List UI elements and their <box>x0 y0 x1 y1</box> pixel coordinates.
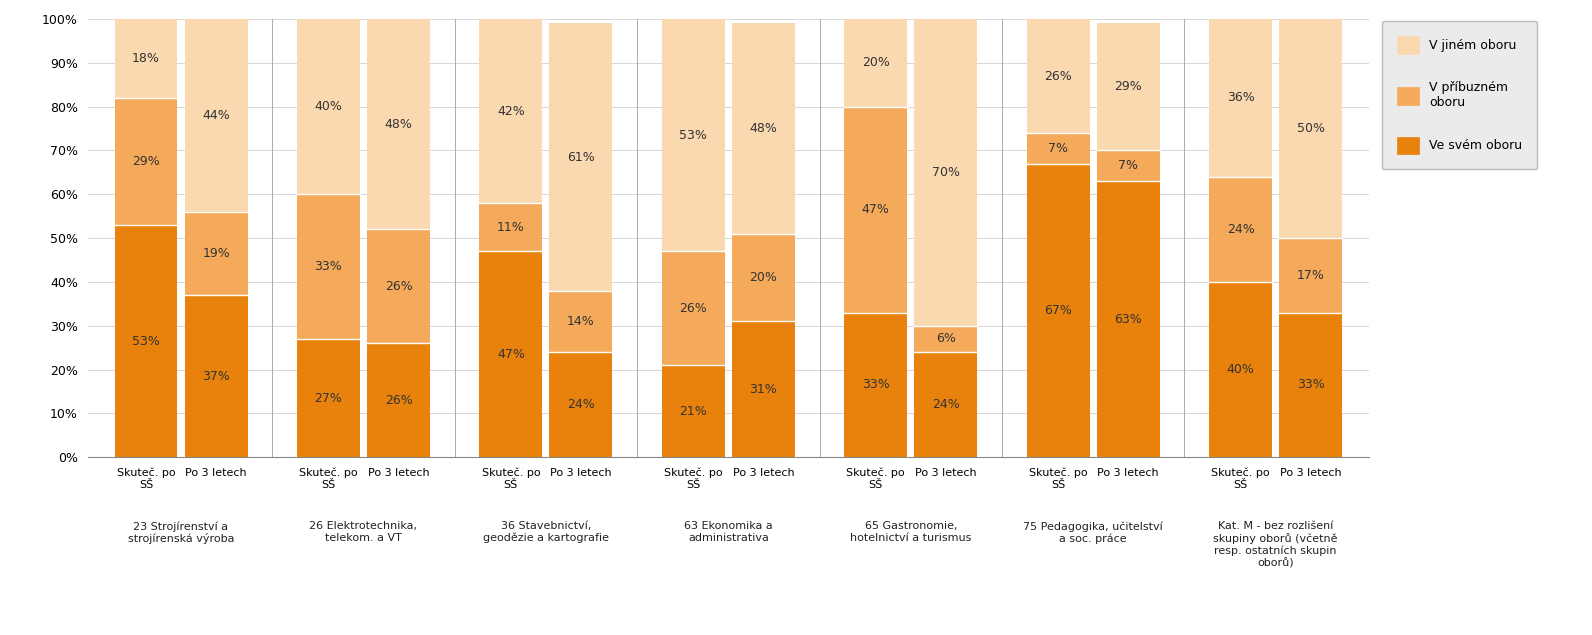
Text: 67%: 67% <box>1044 304 1071 317</box>
Bar <box>732 23 794 234</box>
Text: 37%: 37% <box>202 370 229 383</box>
Text: 18%: 18% <box>132 52 159 65</box>
Bar <box>1027 19 1089 133</box>
Text: 24%: 24% <box>1227 223 1254 236</box>
Text: 42%: 42% <box>497 105 525 117</box>
Text: 29%: 29% <box>132 155 159 168</box>
Text: 7%: 7% <box>1048 142 1068 155</box>
Text: 70%: 70% <box>931 166 960 179</box>
Bar <box>479 251 543 457</box>
Text: Kat. M - bez rozlišení
skupiny oborů (včetně
resp. ostatních skupin
oborů): Kat. M - bez rozlišení skupiny oborů (vč… <box>1213 521 1337 568</box>
Bar <box>185 212 247 295</box>
Text: 47%: 47% <box>861 203 890 216</box>
Text: 26%: 26% <box>680 302 707 315</box>
Bar <box>549 291 613 352</box>
Text: 20%: 20% <box>750 271 777 284</box>
Bar <box>914 352 977 457</box>
Text: 26%: 26% <box>1044 69 1071 83</box>
Bar <box>1097 23 1159 150</box>
Legend: V jiném oboru, V příbuzném
oboru, Ve svém oboru: V jiném oboru, V příbuzném oboru, Ve své… <box>1382 21 1538 170</box>
Text: 19%: 19% <box>202 247 229 260</box>
Bar <box>298 194 360 339</box>
Bar <box>662 365 724 457</box>
Bar <box>298 339 360 457</box>
Text: 6%: 6% <box>936 332 955 345</box>
Bar <box>479 19 543 203</box>
Text: 7%: 7% <box>1118 159 1138 172</box>
Text: 26 Elektrotechnika,
telekom. a VT: 26 Elektrotechnika, telekom. a VT <box>309 521 417 543</box>
Bar <box>298 19 360 194</box>
Bar <box>1097 181 1159 457</box>
Text: 26%: 26% <box>385 394 412 407</box>
Bar <box>732 321 794 457</box>
Text: 36%: 36% <box>1227 91 1254 104</box>
Bar <box>1210 177 1272 282</box>
Bar <box>1280 19 1342 238</box>
Text: 61%: 61% <box>567 150 595 164</box>
Bar <box>115 98 177 225</box>
Bar <box>844 107 907 312</box>
Bar <box>115 19 177 98</box>
Text: 23 Strojírenství a
strojírenská výroba: 23 Strojírenství a strojírenská výroba <box>127 521 234 544</box>
Bar <box>368 19 430 229</box>
Bar <box>662 19 724 251</box>
Text: 50%: 50% <box>1297 122 1325 135</box>
Bar <box>1097 150 1159 181</box>
Text: 75 Pedagogika, učitelství
a soc. práce: 75 Pedagogika, učitelství a soc. práce <box>1024 521 1164 544</box>
Text: 63%: 63% <box>1114 312 1141 326</box>
Bar <box>1280 312 1342 457</box>
Bar <box>844 19 907 107</box>
Text: 40%: 40% <box>1227 363 1254 376</box>
Text: 33%: 33% <box>315 260 342 273</box>
Text: 20%: 20% <box>861 57 890 69</box>
Text: 29%: 29% <box>1114 81 1141 93</box>
Bar <box>185 295 247 457</box>
Text: 17%: 17% <box>1297 269 1325 282</box>
Bar <box>549 352 613 457</box>
Text: 11%: 11% <box>497 221 525 234</box>
Text: 53%: 53% <box>132 335 159 347</box>
Text: 40%: 40% <box>315 100 342 113</box>
Text: 14%: 14% <box>567 315 595 328</box>
Bar <box>662 251 724 365</box>
Text: 27%: 27% <box>315 392 342 404</box>
Text: 36 Stavebnictví,
geodězie a kartografie: 36 Stavebnictví, geodězie a kartografie <box>482 521 608 544</box>
Bar <box>549 23 613 291</box>
Text: 21%: 21% <box>680 404 707 418</box>
Bar <box>914 19 977 326</box>
Text: 47%: 47% <box>497 348 525 361</box>
Bar <box>185 19 247 212</box>
Text: 33%: 33% <box>861 378 890 391</box>
Bar <box>368 344 430 457</box>
Bar <box>1027 133 1089 164</box>
Text: 44%: 44% <box>202 109 229 122</box>
Text: 65 Gastronomie,
hotelnictví a turismus: 65 Gastronomie, hotelnictví a turismus <box>850 521 971 543</box>
Text: 33%: 33% <box>1297 378 1325 391</box>
Text: 24%: 24% <box>567 398 595 411</box>
Bar <box>732 234 794 321</box>
Bar <box>914 326 977 352</box>
Text: 63 Ekonomika a
administrativa: 63 Ekonomika a administrativa <box>685 521 772 543</box>
Bar <box>1027 164 1089 457</box>
Text: 31%: 31% <box>750 383 777 396</box>
Bar <box>479 203 543 251</box>
Text: 26%: 26% <box>385 280 412 293</box>
Bar <box>1280 238 1342 312</box>
Text: 53%: 53% <box>680 129 707 142</box>
Text: 48%: 48% <box>750 122 777 135</box>
Text: 48%: 48% <box>385 117 412 131</box>
Text: 24%: 24% <box>931 398 960 411</box>
Bar <box>1210 282 1272 457</box>
Bar <box>1210 19 1272 177</box>
Bar <box>368 229 430 344</box>
Bar <box>844 312 907 457</box>
Bar <box>115 225 177 457</box>
